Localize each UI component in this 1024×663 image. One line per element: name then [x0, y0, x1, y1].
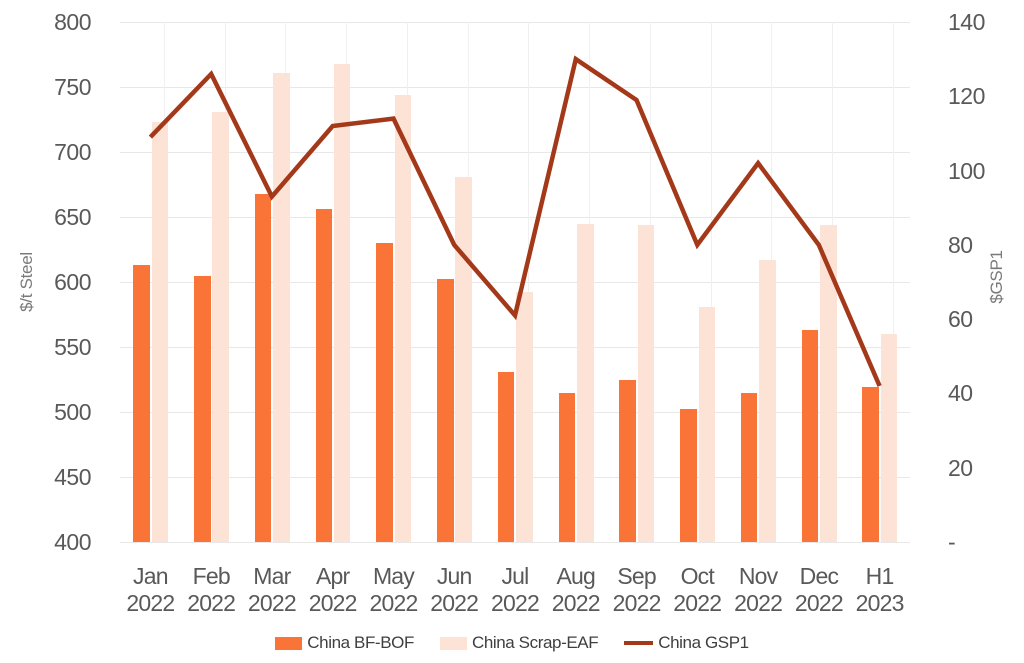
x-axis-label: Mar 2022 — [247, 563, 297, 616]
legend-swatch-china-scrap-eaf — [439, 636, 467, 650]
legend-swatch-china-bf-bof — [275, 636, 303, 650]
bar-china-scrap-eaf — [637, 224, 655, 542]
right-axis-tick: 60 — [948, 306, 973, 333]
bar-china-scrap-eaf — [333, 63, 351, 542]
right-axis-tick: 40 — [948, 380, 973, 407]
bar-china-bf-bof — [254, 193, 272, 542]
x-axis-label: Aug 2022 — [551, 563, 601, 616]
right-axis-tick: 20 — [948, 454, 973, 481]
bar-china-bf-bof — [194, 275, 211, 542]
bar-china-scrap-eaf — [151, 122, 169, 542]
right-axis-tick: - — [948, 529, 956, 555]
left-axis-tick: 750 — [54, 74, 91, 100]
bar-china-bf-bof — [558, 392, 576, 542]
bar-china-scrap-eaf — [455, 176, 472, 542]
x-axis-label: Jun 2022 — [430, 563, 479, 616]
gsp1-line — [148, 55, 882, 387]
legend-swatch-china-gsp1 — [624, 641, 654, 645]
bar-china-bf-bof — [315, 209, 332, 542]
gridline-horizontal — [120, 477, 910, 478]
x-axis-label: Dec 2022 — [794, 563, 844, 616]
left-axis-tick: 450 — [54, 464, 91, 490]
gridline-horizontal — [120, 22, 910, 23]
bar-china-scrap-eaf — [759, 259, 776, 542]
gridline-horizontal — [120, 542, 910, 543]
right-axis-tick: 140 — [948, 9, 985, 35]
x-axis-label: Apr 2022 — [308, 563, 358, 616]
gridline-horizontal — [120, 347, 910, 348]
gridline-horizontal — [120, 152, 910, 153]
left-axis-tick: 650 — [54, 204, 91, 230]
legend-item-china-gsp1: China GSP1 — [624, 633, 749, 653]
left-axis-tick: 400 — [54, 529, 91, 555]
bar-china-bf-bof — [497, 371, 515, 542]
bar-china-bf-bof — [133, 265, 150, 542]
x-axis-label: Jan 2022 — [126, 563, 175, 616]
bar-china-scrap-eaf — [516, 292, 533, 542]
bar-china-bf-bof — [801, 330, 819, 542]
x-axis-label: H1 2023 — [855, 563, 905, 616]
legend-item-china-scrap-eaf: China Scrap-EAF — [439, 633, 599, 653]
x-axis-label: Jul 2022 — [491, 563, 540, 616]
gridline-vertical — [528, 22, 530, 542]
left-axis-tick: 700 — [54, 139, 91, 165]
left-axis-tick: 600 — [54, 269, 91, 295]
right-axis-tick: 120 — [948, 83, 985, 110]
x-axis-label: May 2022 — [369, 563, 419, 616]
left-axis-title: $/t Steel — [17, 252, 36, 312]
gridline-horizontal — [120, 87, 910, 88]
legend-label-china-gsp1: China GSP1 — [658, 633, 749, 652]
gsp1-line-layer — [148, 55, 882, 387]
bar-china-bf-bof — [740, 392, 758, 542]
x-axis-label: Oct 2022 — [673, 563, 722, 616]
legend-label-china-bf-bof: China BF-BOF — [307, 633, 414, 652]
bar-china-bf-bof — [680, 409, 697, 542]
gridline-vertical — [892, 22, 894, 542]
bar-china-scrap-eaf — [820, 224, 837, 542]
right-axis-title: $GSP1 — [987, 250, 1006, 304]
left-axis-tick: 500 — [54, 399, 91, 425]
gridline-horizontal — [120, 282, 910, 283]
gridline-vertical — [710, 22, 712, 542]
bar-china-bf-bof — [862, 387, 879, 542]
bar-china-bf-bof — [437, 279, 454, 542]
x-axis-label: Nov 2022 — [734, 563, 783, 616]
bar-china-scrap-eaf — [212, 111, 229, 542]
legend: China BF-BOF China Scrap-EAF China GSP1 — [0, 633, 1024, 653]
bar-china-bf-bof — [376, 243, 393, 542]
bar-china-bf-bof — [619, 379, 636, 542]
right-axis-tick: 80 — [948, 231, 973, 258]
bar-china-scrap-eaf — [880, 334, 898, 542]
bar-china-scrap-eaf — [698, 306, 715, 542]
x-axis-label: Feb 2022 — [187, 563, 236, 616]
gridline-horizontal — [120, 412, 910, 413]
legend-label-china-scrap-eaf: China Scrap-EAF — [471, 633, 599, 652]
legend-item-china-bf-bof: China BF-BOF — [275, 633, 414, 653]
bar-china-scrap-eaf — [394, 94, 412, 542]
bar-china-scrap-eaf — [577, 223, 594, 542]
left-axis-tick: 550 — [54, 334, 91, 360]
gridline-horizontal — [120, 217, 910, 218]
left-axis-tick: 800 — [54, 9, 91, 35]
right-axis-tick: 100 — [948, 157, 985, 184]
x-axis-label: Sep 2022 — [612, 563, 662, 616]
